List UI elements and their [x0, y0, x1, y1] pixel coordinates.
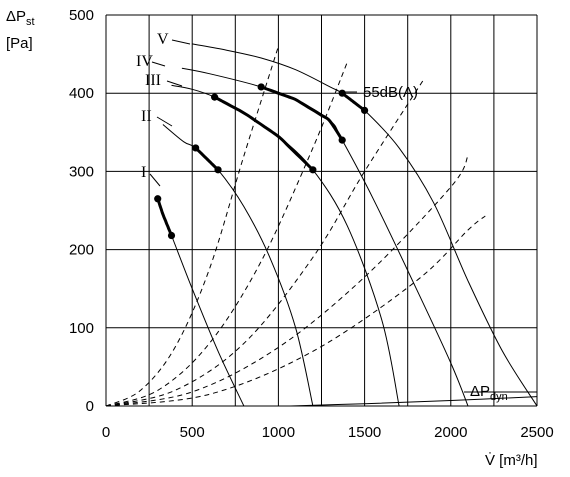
- y-tick-label: 0: [86, 398, 94, 415]
- noise-label: 55dB(A): [363, 84, 418, 101]
- y-tick-label: 300: [69, 163, 94, 180]
- curve-label-v: V: [157, 31, 169, 48]
- system-curve-1: [105, 46, 279, 407]
- x-tick-label: 2000: [434, 424, 467, 441]
- y-axis-label: ΔPst: [6, 8, 35, 28]
- fan-curve-ii-operating-range: [194, 146, 220, 172]
- label-leader: [166, 80, 183, 87]
- fan-curve-iv: [181, 67, 469, 407]
- system-curve-2: [105, 61, 348, 407]
- x-tick-label: 2500: [520, 424, 553, 441]
- dynamic-pressure-curve: [290, 396, 538, 407]
- fan-curve-iii-operating-range: [213, 95, 315, 172]
- label-leader: [171, 39, 191, 45]
- curve-label-ii: II: [141, 108, 152, 125]
- dynamic-pressure-line: [290, 396, 538, 407]
- x-tick-label: 1000: [262, 424, 295, 441]
- label-leader: [156, 116, 173, 127]
- x-tick-label: 500: [180, 424, 205, 441]
- dynamic-pressure-label: ΔPdyn: [470, 383, 508, 403]
- y-tick-label: 400: [69, 85, 94, 102]
- operating-points: [154, 83, 369, 240]
- y-tick-label: 500: [69, 7, 94, 24]
- operating-point: [167, 231, 176, 240]
- curve-label-i: I: [141, 164, 146, 181]
- system-curves: [105, 46, 486, 407]
- y-tick-label: 200: [69, 242, 94, 259]
- label-leaders: [149, 39, 537, 393]
- x-tick-label: 1500: [348, 424, 381, 441]
- operating-point: [214, 166, 222, 174]
- y-axis-unit: [Pa]: [6, 35, 33, 52]
- grid: [105, 14, 538, 407]
- operating-point: [257, 83, 265, 91]
- label-leader: [151, 61, 166, 67]
- operating-point: [154, 195, 162, 203]
- operating-point: [338, 136, 346, 144]
- operating-point: [309, 166, 317, 174]
- operating-range-segments: [156, 85, 367, 237]
- x-tick-label: 0: [102, 424, 110, 441]
- y-tick-label: 100: [69, 320, 94, 337]
- x-axis-label: V̇ [m³/h]: [485, 452, 538, 469]
- operating-point: [338, 89, 346, 97]
- fan-curve-v-operating-range: [340, 91, 367, 112]
- operating-point: [211, 93, 219, 101]
- fan-curve-ii: [162, 124, 314, 407]
- operating-point: [192, 144, 200, 152]
- x-tick-labels: 0 500 1000 1500 2000 2500: [102, 424, 554, 441]
- curve-label-iii: III: [145, 72, 161, 89]
- curve-label-iv: IV: [136, 53, 153, 70]
- operating-point: [361, 106, 369, 115]
- label-leader: [149, 173, 161, 187]
- system-curve-5: [105, 215, 486, 407]
- fan-curve-iv-operating-range: [259, 85, 344, 142]
- y-tick-labels: 0 100 200 300 400 500: [69, 7, 94, 415]
- fan-curve-i-operating-range: [156, 197, 173, 237]
- system-curve-4: [105, 155, 469, 407]
